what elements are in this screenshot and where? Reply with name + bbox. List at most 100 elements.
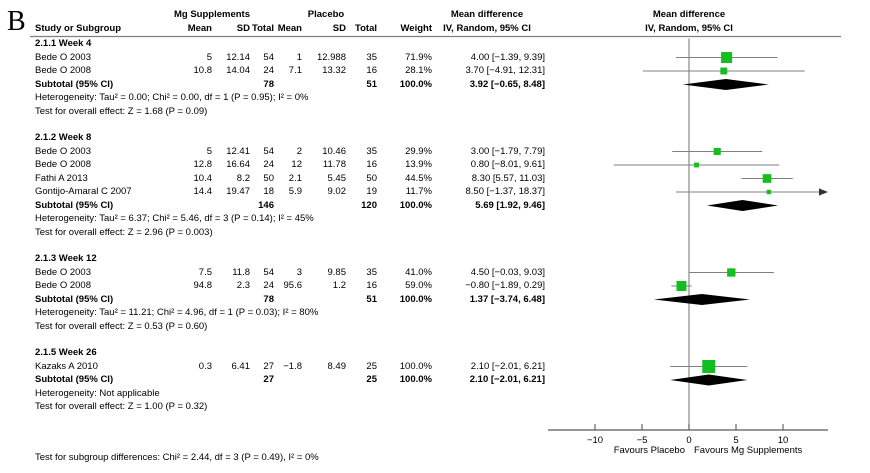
subtotal-total1-cell: 146	[258, 199, 274, 211]
study-sd2-cell: 9.85	[327, 266, 347, 278]
subgroup-title: 2.1.3 Week 12	[35, 253, 97, 265]
subgroup-title-row: 2.1.3 Week 12	[0, 252, 870, 266]
study-mean1-cell: 12.8	[193, 159, 213, 171]
study-md-cell: 8.30 [5.57, 11.03]	[471, 172, 545, 184]
study-row: Bede O 2008 10.8 14.04 24 7.1 13.32 16 28.1% 3.7…	[0, 64, 870, 78]
overall-effect-text: Test for overall effect: Z = 0.53 (P = 0…	[35, 320, 208, 332]
study-name: Gontijo-Amaral C 2007	[35, 186, 132, 198]
overall-effect-row: Test for overall effect: Z = 1.68 (P = 0…	[0, 105, 870, 119]
subgroup-title-row: 2.1.1 Week 4	[0, 37, 870, 51]
study-mean1-cell: 10.4	[193, 172, 213, 184]
study-total1-cell: 54	[263, 51, 274, 63]
heterogeneity-row: Heterogeneity: Tau² = 6.37; Chi² = 5.46,…	[0, 212, 870, 226]
study-sd1-cell: 12.14	[226, 51, 250, 63]
col-study-header: Study or Subgroup	[35, 23, 122, 34]
study-md-cell: 8.50 [−1.37, 18.37]	[465, 186, 546, 198]
subgroup-title: 2.1.2 Week 8	[35, 132, 92, 144]
subtotal-md-cell: 3.92 [−0.65, 8.48]	[469, 78, 545, 90]
study-sd1-cell: 11.8	[232, 266, 250, 278]
subtotal-total1-cell: 27	[263, 374, 274, 386]
col-sd1-header: SD	[236, 23, 250, 34]
study-name: Bede O 2008	[35, 65, 91, 77]
group2-header: Placebo	[307, 9, 345, 20]
study-weight-cell: 29.9%	[405, 145, 432, 157]
study-md-cell: 3.70 [−4.91, 12.31]	[465, 65, 546, 77]
subtotal-total1-cell: 78	[263, 293, 274, 305]
subtotal-md-cell: 2.10 [−2.01, 6.21]	[469, 374, 545, 386]
study-total2-cell: 35	[366, 266, 377, 278]
subtotal-weight-cell: 100.0%	[399, 199, 432, 211]
subtotal-total2-cell: 25	[366, 374, 377, 386]
overall-effect-text: Test for overall effect: Z = 1.00 (P = 0…	[35, 401, 208, 413]
subgroup-title: 2.1.5 Week 26	[35, 347, 97, 359]
study-sd2-cell: 10.46	[322, 145, 346, 157]
study-sd2-cell: 1.2	[332, 280, 346, 292]
study-mean2-cell: 5.9	[288, 186, 302, 198]
md-plot-header-line1: Mean difference	[652, 9, 726, 20]
axis-tick-label: 10	[778, 435, 789, 446]
subgroup-title-row: 2.1.2 Week 8	[0, 131, 870, 145]
study-row: Bede O 2008 12.8 16.64 24 12 11.78 16 13.9% 0.80…	[0, 158, 870, 172]
axis-tick-label: −5	[637, 435, 648, 446]
study-weight-cell: 44.5%	[405, 172, 432, 184]
study-row: Bede O 2008 94.8 2.3 24 95.6 1.2 16 59.0% −0.80 …	[0, 279, 870, 293]
study-total1-cell: 24	[263, 65, 274, 77]
effect-square	[762, 174, 772, 183]
study-mean2-cell: 7.1	[288, 65, 302, 77]
subtotal-md-cell: 5.69 [1.92, 9.46]	[475, 199, 545, 211]
study-total1-cell: 50	[263, 172, 274, 184]
study-total2-cell: 19	[366, 186, 377, 198]
subtotal-total1-cell: 78	[263, 78, 274, 90]
subtotal-total2-cell: 51	[366, 78, 377, 90]
study-mean2-cell: 2	[296, 145, 302, 157]
heterogeneity-text: Heterogeneity: Tau² = 0.00; Chi² = 0.00,…	[35, 92, 309, 104]
study-row: Kazaks A 2010 0.3 6.41 27 −1.8 8.49 25 100.0% 2.…	[0, 360, 870, 374]
study-mean1-cell: 7.5	[198, 266, 212, 278]
effect-square	[766, 189, 772, 195]
overall-effect-row: Test for overall effect: Z = 2.96 (P = 0…	[0, 226, 870, 240]
study-total2-cell: 16	[366, 65, 377, 77]
study-md-cell: 0.80 [−8.01, 9.61]	[470, 159, 545, 171]
study-weight-cell: 13.9%	[405, 159, 432, 171]
study-total2-cell: 16	[366, 159, 377, 171]
study-mean1-cell: 5	[206, 51, 212, 63]
study-sd2-cell: 9.02	[327, 186, 347, 198]
subtotal-diamond	[682, 79, 769, 90]
subtotal-md-cell: 1.37 [−3.74, 6.48]	[469, 293, 545, 305]
study-total2-cell: 16	[366, 280, 377, 292]
study-weight-cell: 41.0%	[405, 266, 432, 278]
col-mean2-header: Mean	[277, 23, 302, 34]
study-mean1-cell: 0.3	[198, 360, 212, 372]
overall-effect-row: Test for overall effect: Z = 1.00 (P = 0…	[0, 400, 870, 414]
study-total1-cell: 54	[263, 145, 274, 157]
study-sd2-cell: 5.45	[327, 172, 347, 184]
overall-effect-row: Test for overall effect: Z = 0.53 (P = 0…	[0, 320, 870, 334]
ci-arrowhead	[819, 188, 828, 196]
favours-left-label: Favours Placebo	[613, 445, 685, 456]
subtotal-diamond	[670, 374, 748, 386]
subtotal-row: Subtotal (95% CI) 27 25 100.0% 2.10 [−2.01, …	[0, 373, 870, 387]
study-total1-cell: 24	[263, 280, 274, 292]
study-total1-cell: 27	[263, 360, 274, 372]
study-mean2-cell: 2.1	[288, 172, 302, 184]
subtotal-diamond	[653, 294, 750, 305]
study-sd2-cell: 13.32	[322, 65, 346, 77]
heterogeneity-row: Heterogeneity: Tau² = 11.21; Chi² = 4.96…	[0, 306, 870, 320]
study-sd1-cell: 8.2	[236, 172, 250, 184]
study-name: Bede O 2003	[35, 145, 91, 157]
study-sd2-cell: 8.49	[327, 360, 347, 372]
effect-square	[713, 147, 721, 156]
study-mean1-cell: 5	[206, 145, 212, 157]
study-mean2-cell: 1	[296, 51, 302, 63]
study-name: Bede O 2003	[35, 266, 91, 278]
study-total2-cell: 35	[366, 145, 377, 157]
study-mean2-cell: 12	[291, 159, 302, 171]
subtotal-weight-cell: 100.0%	[399, 374, 432, 386]
study-weight-cell: 100.0%	[399, 360, 432, 372]
subtotal-row: Subtotal (95% CI) 146 120 100.0% 5.69 [1.92,…	[0, 199, 870, 213]
col-total2-header: Total	[355, 23, 377, 34]
subtotal-label: Subtotal (95% CI)	[35, 199, 114, 211]
subgroup-title-row: 2.1.5 Week 26	[0, 346, 870, 360]
study-weight-cell: 11.7%	[405, 186, 432, 198]
